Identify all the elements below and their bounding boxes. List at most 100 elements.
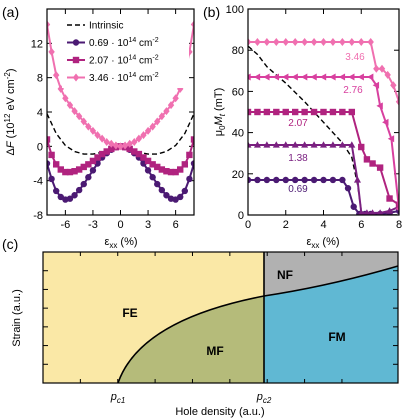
data-point-b xyxy=(366,73,374,81)
region-label-mf: MF xyxy=(206,344,223,358)
data-point-b xyxy=(348,141,356,148)
data-point-a xyxy=(177,84,184,93)
y-tick-label-a: -8 xyxy=(33,210,43,222)
data-point-b xyxy=(386,207,394,214)
data-point-a xyxy=(89,167,97,174)
data-point-b xyxy=(320,108,327,116)
tick-label-pc2: pc2 xyxy=(256,391,272,405)
data-point-b xyxy=(273,37,280,46)
y-axis-label-b: μ0Mt (mT) xyxy=(213,88,227,136)
data-point-a xyxy=(48,47,55,56)
y-tick-label-b: 40 xyxy=(232,128,244,140)
data-point-a xyxy=(163,107,170,116)
data-point-a xyxy=(186,151,193,159)
y-tick-label-b: 80 xyxy=(232,45,244,57)
data-point-a xyxy=(48,151,55,159)
data-point-a xyxy=(140,131,147,140)
data-point-a xyxy=(52,71,60,80)
panel-label-c: (c) xyxy=(2,236,18,252)
data-point-a xyxy=(94,131,101,140)
data-point-b xyxy=(369,160,376,167)
data-point-b xyxy=(291,108,299,116)
data-point-a xyxy=(190,20,194,29)
data-point-b xyxy=(301,37,308,46)
data-point-b xyxy=(358,37,365,46)
data-point-a xyxy=(154,117,161,126)
y-axis-label-c: Strain (a.u.) xyxy=(11,289,23,346)
data-point-b xyxy=(329,73,336,81)
data-point-b xyxy=(363,209,371,215)
series-label-b: 3.46 xyxy=(345,52,365,63)
data-point-a xyxy=(149,161,156,168)
data-point-b xyxy=(254,108,261,116)
x-tick-label-a: 3 xyxy=(145,219,151,231)
data-point-a xyxy=(172,168,179,176)
data-point-b xyxy=(358,209,365,215)
data-point-a xyxy=(62,168,69,176)
data-point-a xyxy=(131,148,138,155)
data-point-a xyxy=(103,148,110,155)
data-point-b xyxy=(300,73,308,81)
data-point-b xyxy=(386,195,393,202)
data-point-b xyxy=(367,37,374,46)
data-point-b xyxy=(395,97,399,106)
region-nf xyxy=(264,252,398,296)
data-point-b xyxy=(273,108,280,116)
legend-box-a xyxy=(62,15,189,88)
data-point-b xyxy=(344,185,352,192)
y-tick-label-a: 12 xyxy=(31,38,43,50)
data-point-a xyxy=(163,192,170,199)
legend-marker-a xyxy=(72,56,80,64)
data-point-a xyxy=(52,161,60,168)
data-point-b xyxy=(378,64,386,73)
data-point-a xyxy=(47,160,51,167)
data-point-b xyxy=(395,206,399,211)
x-axis-label-a: εxx (%) xyxy=(104,236,137,250)
data-point-a xyxy=(154,180,161,188)
data-point-b xyxy=(263,73,270,81)
data-point-a xyxy=(144,167,152,174)
data-point-a xyxy=(149,174,156,181)
data-point-a xyxy=(158,166,166,173)
data-point-a xyxy=(135,134,143,143)
data-point-b xyxy=(248,176,252,184)
data-point-b xyxy=(376,164,384,171)
data-point-b xyxy=(329,176,337,184)
series-label-b: 0.69 xyxy=(288,184,308,195)
y-tick-label-a: 4 xyxy=(37,107,43,119)
data-point-b xyxy=(376,209,384,215)
data-point-a xyxy=(48,175,55,183)
y-tick-label-a: 0 xyxy=(37,141,43,153)
x-tick-label-a: 6 xyxy=(173,219,179,231)
plot-frame-a xyxy=(46,8,195,216)
series-label-b: 1.38 xyxy=(288,153,308,164)
data-point-b xyxy=(358,143,365,151)
data-point-b xyxy=(248,141,252,148)
data-point-a xyxy=(181,187,189,195)
x-axis-label-c: Hole density (a.u.) xyxy=(175,406,264,418)
data-point-a xyxy=(89,157,97,165)
data-point-b xyxy=(329,141,337,148)
data-point-b xyxy=(395,201,399,208)
data-point-b xyxy=(263,141,271,148)
data-point-a xyxy=(163,168,170,175)
data-point-b xyxy=(254,37,261,46)
data-point-a xyxy=(71,192,78,199)
data-point-b xyxy=(310,141,318,148)
legend-marker-a xyxy=(72,39,80,46)
data-point-b xyxy=(310,73,317,81)
data-point-b xyxy=(373,64,380,73)
series-label-b: 2.07 xyxy=(288,118,308,129)
data-point-b xyxy=(372,81,380,89)
series-line-a-0 xyxy=(47,113,194,155)
x-tick-label-b: 0 xyxy=(245,219,251,231)
x-tick-label-a: 0 xyxy=(117,219,123,231)
data-point-a xyxy=(126,139,133,148)
data-point-a xyxy=(131,138,138,147)
data-point-a xyxy=(149,122,156,131)
data-point-b xyxy=(357,73,364,81)
data-point-b xyxy=(263,37,271,46)
y-tick-label-b: 0 xyxy=(238,210,244,222)
data-point-a xyxy=(117,142,124,151)
